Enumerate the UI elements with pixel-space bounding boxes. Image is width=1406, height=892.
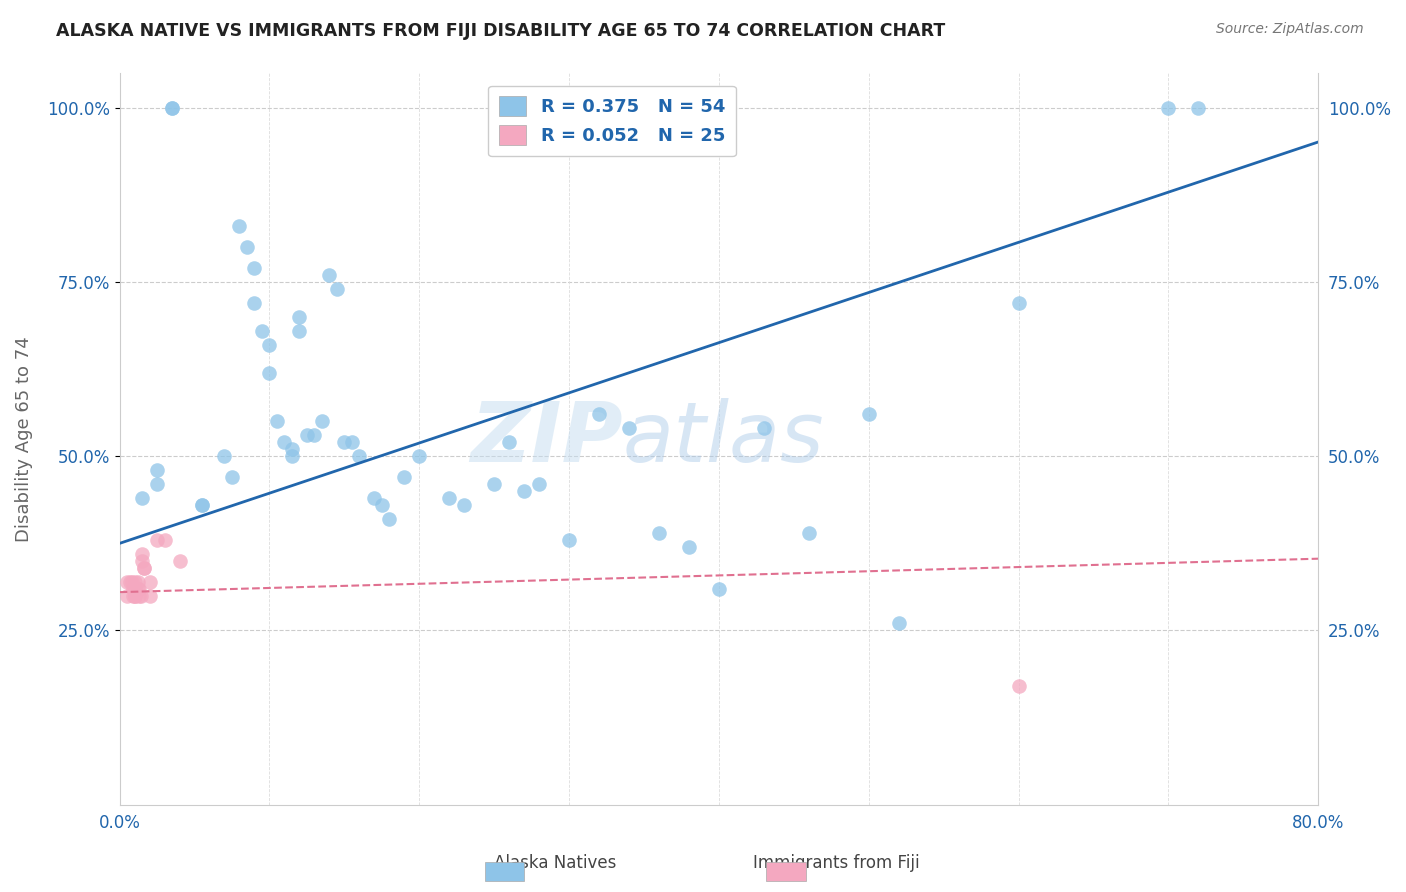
Point (221, 470, 243, 484)
Point (558, 533, 581, 547)
Point (648, 525, 671, 540)
Text: atlas: atlas (623, 399, 825, 479)
Point (1007, 679, 1029, 693)
Point (191, 498, 214, 512)
Point (259, 366, 281, 380)
Point (326, 282, 349, 296)
Point (132, 560, 155, 574)
Point (131, 491, 153, 505)
Text: Immigrants from Fiji: Immigrants from Fiji (754, 855, 920, 872)
Point (146, 477, 169, 491)
Point (250, 324, 273, 338)
Point (266, 414, 288, 428)
Point (243, 261, 266, 276)
Y-axis label: Disability Age 65 to 74: Disability Age 65 to 74 (15, 336, 32, 541)
Point (281, 449, 304, 463)
Point (498, 435, 520, 450)
Point (858, 408, 880, 422)
Point (1157, 101, 1180, 115)
Point (124, 589, 146, 603)
Point (132, 560, 155, 574)
Text: Source: ZipAtlas.com: Source: ZipAtlas.com (1216, 22, 1364, 37)
Point (115, 589, 138, 603)
Point (243, 296, 266, 310)
Point (228, 219, 250, 234)
Point (394, 470, 416, 484)
Point (124, 582, 146, 596)
Point (138, 589, 160, 603)
Point (191, 498, 214, 512)
Point (439, 491, 461, 505)
Point (349, 449, 371, 463)
Point (887, 616, 910, 631)
Point (131, 547, 153, 561)
Point (127, 574, 149, 589)
Point (160, 101, 183, 115)
Point (128, 589, 150, 603)
Point (138, 574, 160, 589)
Point (146, 463, 169, 477)
Point (273, 435, 295, 450)
Point (281, 442, 304, 457)
Point (678, 540, 700, 554)
Point (408, 449, 430, 463)
Text: Alaska Natives: Alaska Natives (494, 855, 617, 872)
Point (259, 337, 281, 351)
Point (752, 421, 775, 435)
Text: ALASKA NATIVE VS IMMIGRANTS FROM FIJI DISABILITY AGE 65 TO 74 CORRELATION CHART: ALASKA NATIVE VS IMMIGRANTS FROM FIJI DI… (56, 22, 945, 40)
Point (1187, 101, 1209, 115)
Point (311, 414, 333, 428)
Point (288, 324, 311, 338)
Point (160, 101, 183, 115)
Point (121, 574, 143, 589)
Point (131, 554, 153, 568)
Point (120, 574, 142, 589)
Text: ZIP: ZIP (471, 399, 623, 479)
Point (527, 477, 550, 491)
Point (122, 589, 145, 603)
Point (588, 408, 610, 422)
Point (214, 449, 236, 463)
Point (153, 533, 176, 547)
Point (340, 435, 363, 450)
Point (513, 484, 536, 499)
Point (124, 589, 146, 603)
Point (378, 512, 401, 526)
Point (115, 574, 138, 589)
Point (146, 533, 169, 547)
Point (797, 525, 820, 540)
Point (453, 498, 475, 512)
Point (363, 491, 385, 505)
Point (128, 582, 150, 596)
Point (127, 582, 149, 596)
Point (295, 428, 318, 442)
Point (122, 582, 145, 596)
Point (318, 268, 340, 282)
Point (1007, 296, 1029, 310)
Point (482, 477, 505, 491)
Point (288, 310, 311, 324)
Point (707, 582, 730, 596)
Point (236, 240, 259, 254)
Point (617, 421, 640, 435)
Point (371, 498, 394, 512)
Point (333, 435, 356, 450)
Point (129, 589, 152, 603)
Point (169, 554, 191, 568)
Point (304, 428, 326, 442)
Legend: R = 0.375   N = 54, R = 0.052   N = 25: R = 0.375 N = 54, R = 0.052 N = 25 (488, 86, 735, 156)
Point (124, 574, 146, 589)
